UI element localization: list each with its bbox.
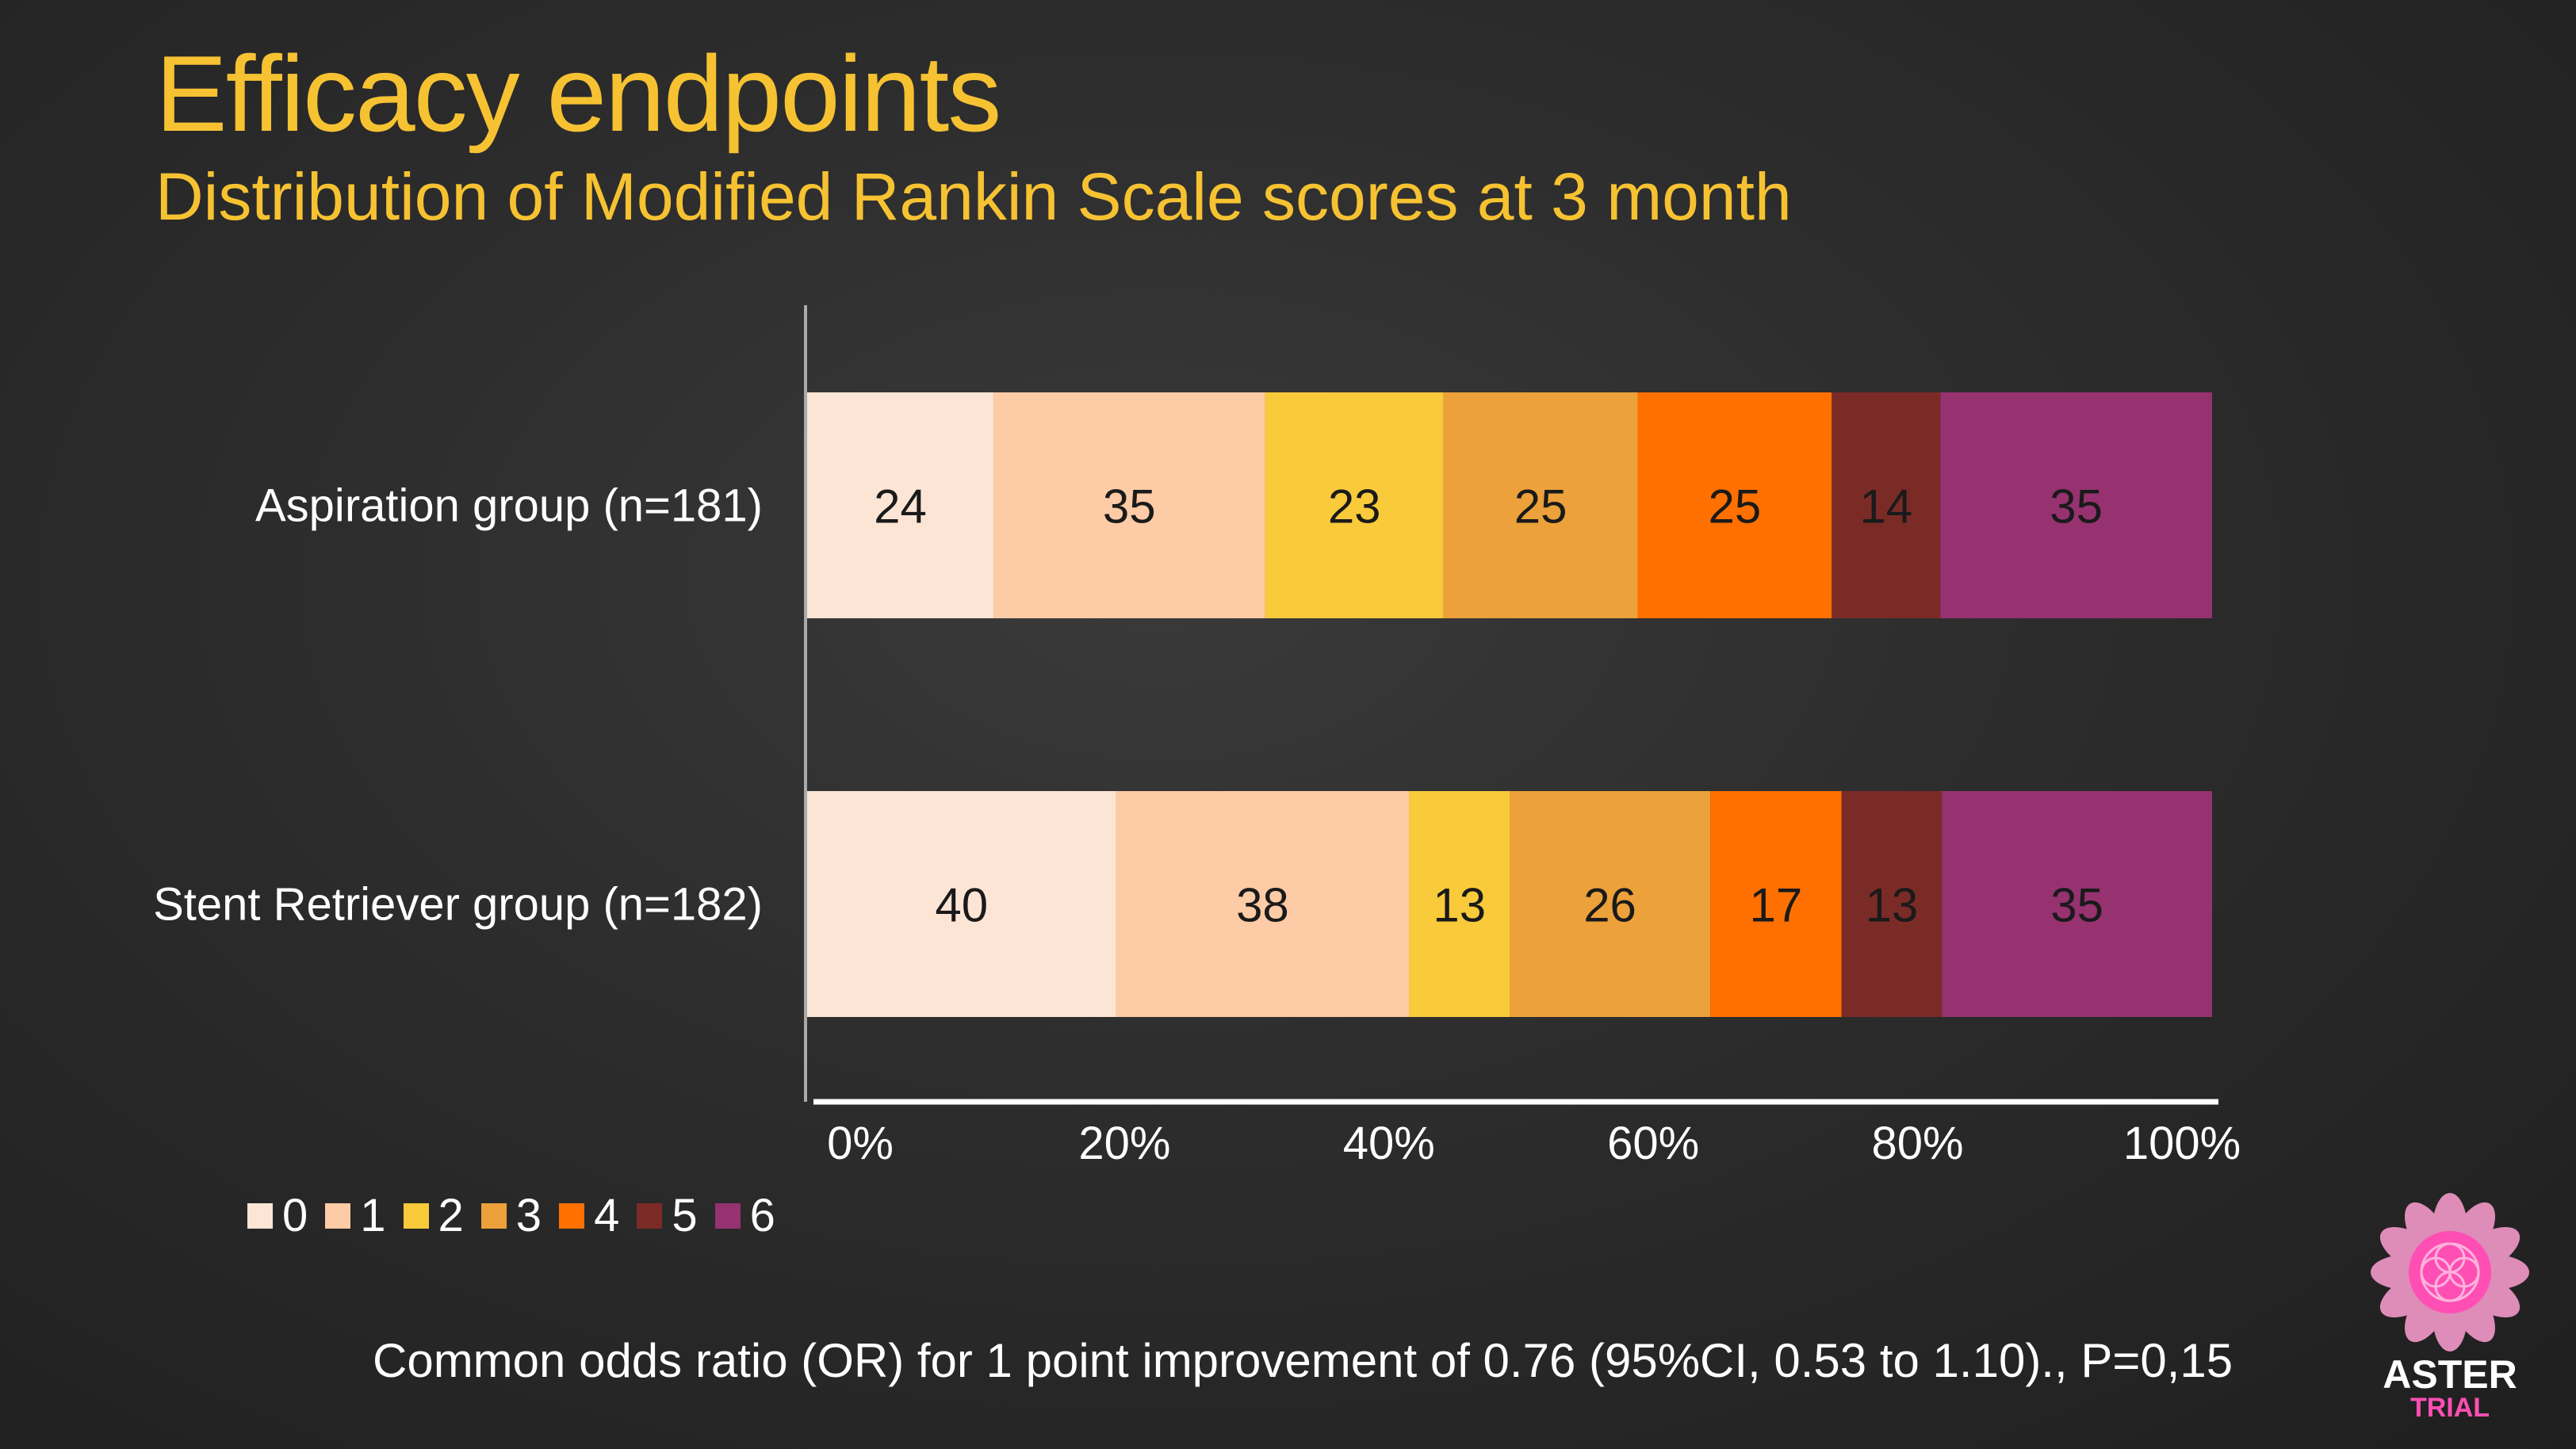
bar-segment-mrs-0 <box>807 392 993 618</box>
legend-item: 2 <box>403 1189 464 1242</box>
legend-item: 6 <box>714 1189 775 1242</box>
x-tick-label: 80% <box>1872 1118 1964 1169</box>
bar-value-label: 17 <box>1750 879 1803 932</box>
x-tick-label: 20% <box>1078 1118 1170 1169</box>
stacked-bar-chart: 24 35 23 25 25 14 35 40 38 13 26 17 13 35 Aspiration … <box>153 305 2241 1169</box>
bar-value-label: 25 <box>1709 480 1762 533</box>
bar-segment-mrs-3 <box>1510 791 1711 1017</box>
legend-label: 0 <box>282 1190 308 1241</box>
bar-value-label: 25 <box>1514 480 1567 533</box>
x-tick-label: 0% <box>827 1118 894 1169</box>
bar-value-label: 35 <box>2050 879 2103 932</box>
legend-item: 4 <box>559 1189 619 1242</box>
legend-swatch <box>247 1202 273 1229</box>
legend-item: 1 <box>325 1189 386 1242</box>
legend-swatch <box>480 1202 507 1229</box>
legend-swatch <box>637 1202 663 1229</box>
legend-swatch <box>559 1202 585 1229</box>
bar-value-label: 26 <box>1583 879 1636 932</box>
bar-value-label: 35 <box>1103 480 1156 533</box>
logo-title: ASTER <box>2383 1352 2517 1397</box>
legend-label: 4 <box>594 1190 620 1241</box>
page-title: Efficacy endpoints <box>155 33 1001 154</box>
legend-label: 6 <box>749 1190 775 1241</box>
legend-item: 0 <box>247 1189 308 1242</box>
footnote: Common odds ratio (OR) for 1 point impro… <box>373 1334 2233 1387</box>
bar-segment-mrs-3 <box>1443 392 1638 618</box>
bar-value-label: 24 <box>874 480 927 533</box>
category-label: Stent Retriever group (n=182) <box>153 879 763 931</box>
x-tick-label: 60% <box>1607 1118 1699 1169</box>
legend-swatch <box>403 1202 429 1229</box>
bar-segment-mrs-0 <box>807 791 1116 1017</box>
bar-value-label: 14 <box>1859 480 1912 533</box>
bar-value-label: 35 <box>2050 480 2103 533</box>
bar-value-label: 23 <box>1328 480 1381 533</box>
bar-segment-mrs-1 <box>1116 791 1410 1017</box>
aster-trial-logo: ASTER TRIAL <box>2371 1193 2529 1439</box>
logo-subtitle: TRIAL <box>2409 1393 2490 1423</box>
lotus-flower-icon <box>2371 1193 2529 1352</box>
bar-segment-mrs-6 <box>1940 392 2212 618</box>
bar-segment-mrs-2 <box>1409 791 1510 1017</box>
legend-swatch <box>325 1202 351 1229</box>
bar-value-label: 38 <box>1236 879 1289 932</box>
x-tick-label: 40% <box>1343 1118 1435 1169</box>
bar-value-label: 40 <box>935 879 988 932</box>
bar-segment-mrs-1 <box>993 392 1265 618</box>
legend-label: 5 <box>672 1190 698 1241</box>
bar-value-label: 13 <box>1866 879 1919 932</box>
bar-segment-mrs-4 <box>1710 791 1842 1017</box>
page-subtitle: Distribution of Modified Rankin Scale sc… <box>155 159 1792 234</box>
legend-item: 3 <box>480 1189 542 1242</box>
legend-label: 1 <box>360 1190 386 1241</box>
bar-segment-mrs-5 <box>1832 392 1941 618</box>
bar-segment-mrs-6 <box>1942 791 2212 1017</box>
legend-swatch <box>714 1202 741 1229</box>
bar-segment-mrs-4 <box>1637 392 1832 618</box>
bar-value-label: 13 <box>1433 879 1486 932</box>
bar-segment-mrs-5 <box>1841 791 1943 1017</box>
x-tick-label: 100% <box>2123 1118 2241 1169</box>
category-label: Aspiration group (n=181) <box>255 480 763 532</box>
legend-label: 2 <box>438 1190 464 1241</box>
bar-segment-mrs-2 <box>1265 392 1444 618</box>
legend-item: 5 <box>637 1189 698 1242</box>
legend-label: 3 <box>515 1190 542 1241</box>
